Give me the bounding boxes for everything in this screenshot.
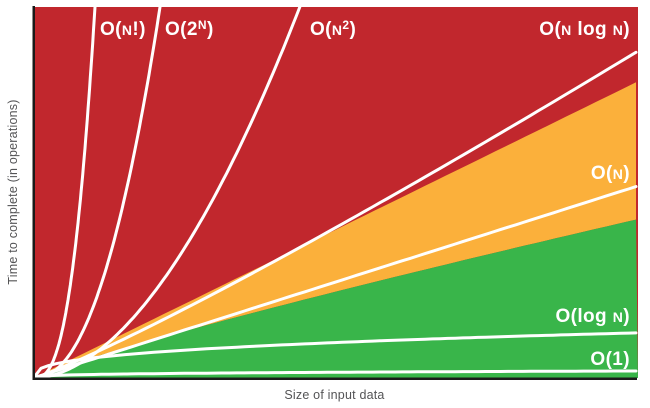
- curve-o-n: [32, 185, 638, 380]
- label-text-segment: ): [206, 19, 214, 40]
- x-axis-title: Size of input data: [284, 388, 385, 402]
- y-axis-title: Time to complete (in operations): [6, 99, 20, 285]
- label-text-segment: ): [349, 19, 357, 40]
- x-axis-line: [32, 377, 637, 380]
- curve-label-o-n-log-n: O(N log N): [539, 19, 630, 41]
- label-text-segment: O(1): [590, 349, 630, 370]
- curve-label-o-n-2: O(N2): [310, 18, 357, 42]
- curve-label-o-1: O(1): [590, 349, 630, 371]
- label-text-segment: ): [623, 306, 630, 327]
- label-text-segment: O(: [539, 19, 562, 40]
- label-text-segment: log: [571, 19, 613, 40]
- curve-label-o-n: O(N): [591, 163, 630, 185]
- curve-label-o-n: O(N!): [100, 19, 146, 41]
- label-text-segment: N: [121, 22, 133, 38]
- label-text-segment: N: [612, 166, 624, 182]
- curve-o-log-n: [32, 331, 638, 380]
- label-text-segment: O(2: [165, 19, 198, 40]
- label-text-segment: O(log: [555, 306, 613, 327]
- y-axis-line: [32, 6, 35, 380]
- label-text-segment: N: [561, 22, 572, 38]
- label-text-segment: N: [612, 309, 624, 325]
- label-text-segment: ): [623, 19, 630, 40]
- label-text-segment: O(: [100, 19, 122, 40]
- label-text-segment: N: [612, 22, 624, 38]
- label-text-segment: N: [197, 18, 207, 32]
- label-text-segment: 2: [342, 18, 350, 32]
- label-text-segment: N: [331, 22, 343, 38]
- curve-label-o-2-n: O(2N): [165, 18, 214, 42]
- label-text-segment: !): [132, 19, 146, 40]
- label-text-segment: ): [623, 163, 630, 184]
- label-text-segment: O(: [590, 163, 613, 184]
- curve-o-n-log-n: [32, 50, 638, 380]
- curve-label-o-log-n: O(log N): [555, 306, 630, 328]
- curve-o-1: [32, 369, 638, 380]
- zone-orange: [33, 82, 636, 379]
- label-text-segment: O(: [310, 19, 332, 40]
